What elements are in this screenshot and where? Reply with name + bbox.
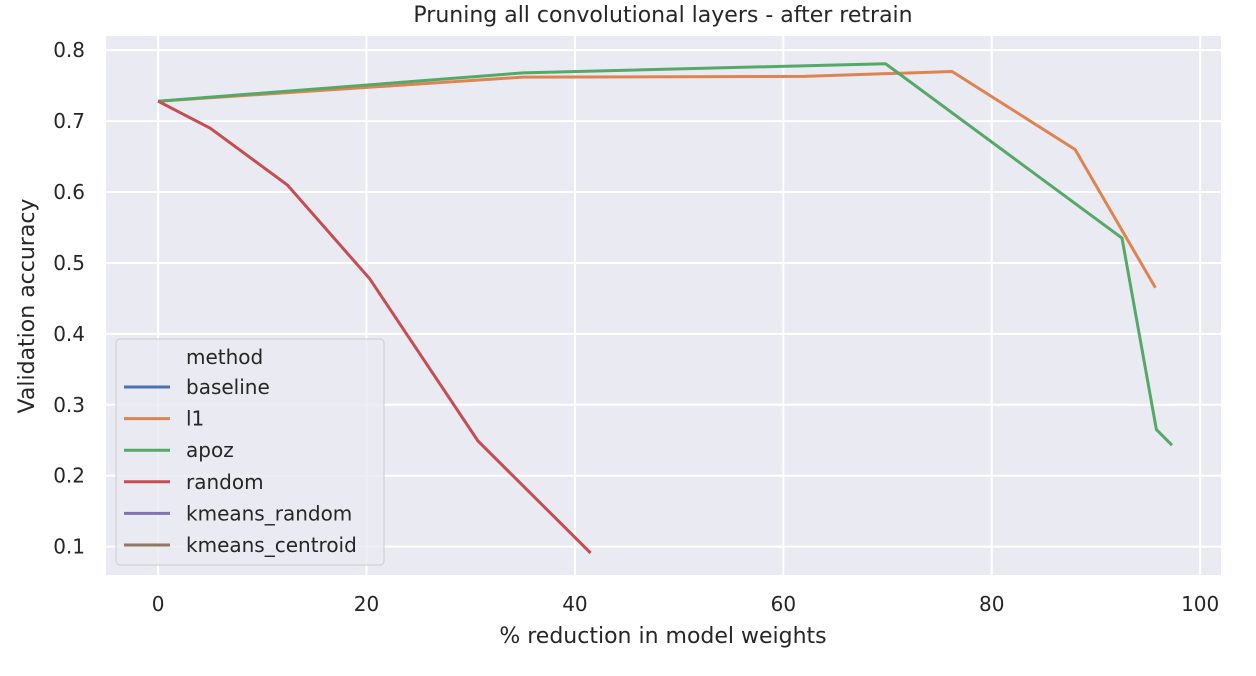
legend-label-kmeans_random: kmeans_random xyxy=(186,501,352,525)
y-tick-label: 0.6 xyxy=(53,180,85,204)
y-tick-label: 0.1 xyxy=(53,535,85,559)
legend-label-baseline: baseline xyxy=(186,375,270,399)
x-tick-label: 20 xyxy=(354,592,379,616)
series-line-apoz xyxy=(157,62,1174,447)
x-axis-label: % reduction in model weights xyxy=(499,624,826,649)
x-tick-label: 40 xyxy=(562,592,587,616)
x-tick-label: 80 xyxy=(979,592,1004,616)
y-tick-label: 0.7 xyxy=(53,109,85,133)
series-line-random xyxy=(157,99,592,555)
legend-label-kmeans_centroid: kmeans_centroid xyxy=(186,533,357,557)
y-tick-label: 0.2 xyxy=(53,464,85,488)
x-tick-label: 0 xyxy=(152,592,165,616)
y-tick-label: 0.3 xyxy=(53,393,85,417)
legend-items: baseline l1 apoz random kmeans_random kmeans_… xyxy=(124,375,357,557)
legend-label-l1: l1 xyxy=(186,407,204,431)
y-tick-label: 0.4 xyxy=(53,322,85,346)
y-axis-label: Validation accuracy xyxy=(15,199,40,414)
series-lines xyxy=(157,62,1174,555)
y-tick-label: 0.5 xyxy=(53,251,85,275)
chart-title: Pruning all convolutional layers - after… xyxy=(413,3,912,28)
legend-box xyxy=(115,338,385,566)
x-tick-label: 100 xyxy=(1181,592,1219,616)
y-tick-label: 0.8 xyxy=(53,38,85,62)
legend-label-random: random xyxy=(186,470,264,494)
x-tick-label: 60 xyxy=(771,592,796,616)
legend-label-apoz: apoz xyxy=(186,438,234,462)
legend: method baseline l1 apoz random kmeans_random… xyxy=(115,338,385,566)
series-line-l1 xyxy=(158,70,1157,289)
legend-title: method xyxy=(186,345,263,369)
tick-labels: 0 20 40 60 80 100 0.1 0.2 0.3 0.4 0.5 0.6 0.7 0.8 xyxy=(53,38,1219,616)
